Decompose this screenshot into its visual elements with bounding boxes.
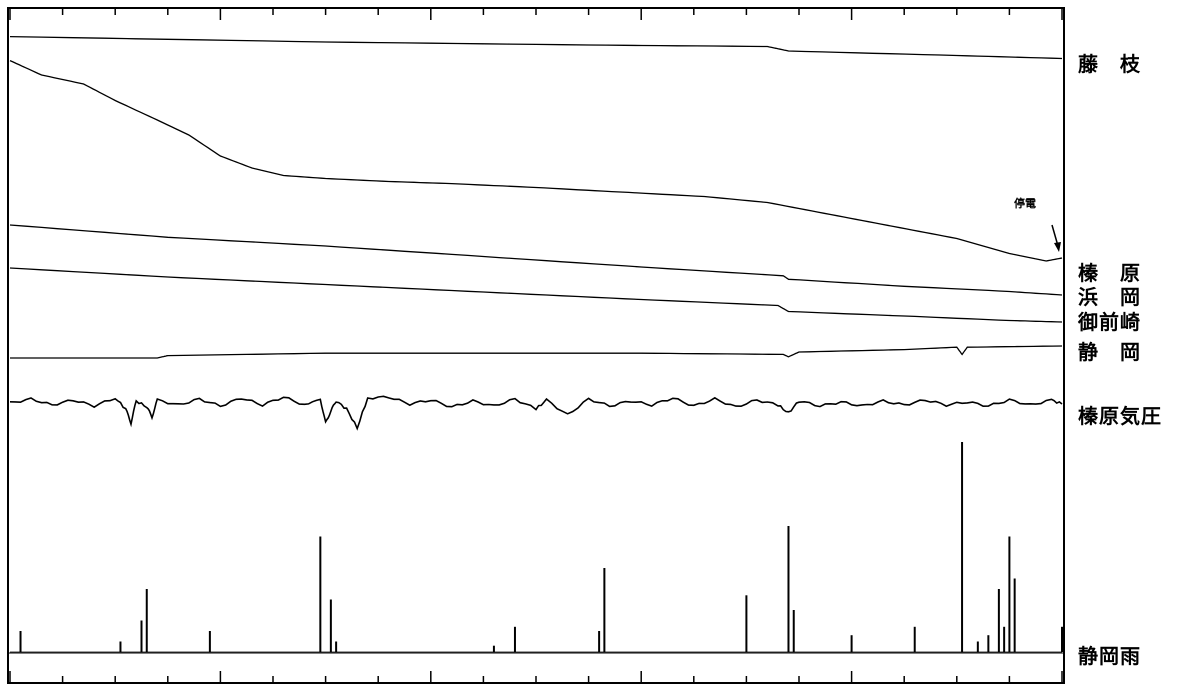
trace-line xyxy=(9,35,1063,60)
plot-frame xyxy=(7,7,1065,684)
rain-bars xyxy=(10,442,1063,653)
label-shizuoka-rain: 静岡雨 xyxy=(1078,644,1141,668)
trace-line xyxy=(9,395,1063,431)
label-haibara-pressure: 榛原気圧 xyxy=(1078,404,1162,428)
power-outage-note: 停電 xyxy=(1014,197,1036,210)
time-ticks xyxy=(9,8,1063,683)
label-shizuoka: 静 岡 xyxy=(1078,340,1141,364)
trace-line xyxy=(10,345,1063,359)
label-haibara: 榛 原 xyxy=(1078,261,1141,285)
trace-line xyxy=(9,267,1063,323)
power-outage-arrowhead xyxy=(1054,242,1061,252)
trace-line xyxy=(9,60,1063,262)
label-fujieda: 藤 枝 xyxy=(1078,52,1141,76)
label-omaezaki: 御前崎 xyxy=(1078,310,1141,334)
label-hamaoka: 浜 岡 xyxy=(1078,285,1141,309)
power-outage-arrow xyxy=(1051,224,1059,247)
traces-group xyxy=(9,35,1063,431)
trace-line xyxy=(9,224,1063,296)
